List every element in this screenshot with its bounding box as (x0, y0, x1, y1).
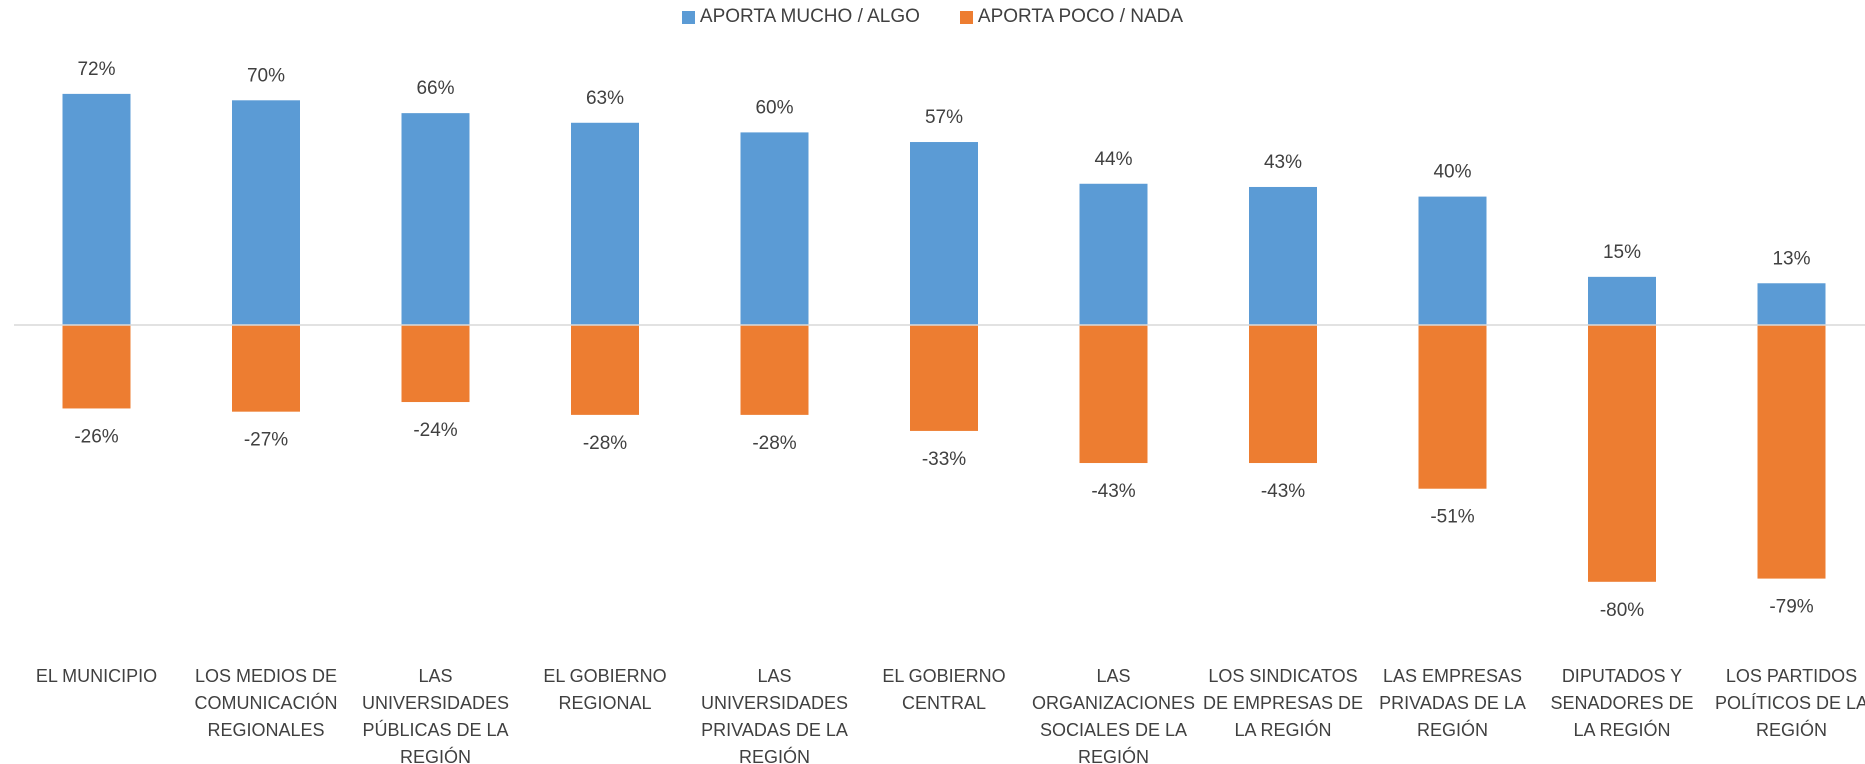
x-tick-label: LAS EMPRESAS PRIVADAS DE LA REGIÓN (1379, 666, 1526, 740)
bar (910, 325, 978, 431)
data-label: -28% (583, 433, 627, 454)
bar (62, 325, 131, 409)
data-label: 72% (77, 59, 115, 80)
data-label: 63% (586, 88, 624, 109)
bar (1418, 325, 1487, 489)
x-tick-label: LAS UNIVERSIDADES PÚBLICAS DE LA REGIÓN (361, 666, 510, 764)
bar (1418, 196, 1487, 325)
bar (1079, 325, 1148, 464)
bar (740, 132, 809, 325)
legend-item: APORTA MUCHO / ALGO (681, 6, 920, 28)
legend-swatch (959, 10, 973, 24)
legend: APORTA MUCHO / ALGO APORTA POCO / NADA (0, 6, 1865, 28)
legend-item: APORTA POCO / NADA (959, 6, 1184, 28)
data-label: 60% (755, 97, 793, 118)
legend-label: APORTA POCO / NADA (977, 6, 1184, 27)
data-label: -51% (1430, 507, 1474, 528)
data-label: -26% (74, 426, 118, 447)
x-tick-label: EL GOBIERNO REGIONAL (543, 666, 667, 713)
bar (1588, 276, 1656, 325)
bar (571, 122, 639, 326)
data-label: -43% (1091, 481, 1135, 502)
data-label: 43% (1264, 152, 1302, 173)
data-label: -28% (752, 433, 796, 454)
bar (401, 113, 470, 325)
x-tick-label: LOS SINDICATOS DE EMPRESAS DE LA REGIÓN (1202, 666, 1364, 740)
bar (1588, 325, 1656, 582)
bar (1757, 283, 1826, 325)
x-tick-label: EL MUNICIPIO (35, 666, 158, 686)
bar (62, 93, 131, 325)
bar (1079, 183, 1148, 325)
x-tick-label: LAS UNIVERSIDADES PRIVADAS DE LA REGIÓN (700, 666, 849, 764)
data-label: 66% (416, 78, 454, 99)
x-tick-label: DIPUTADOS Y SENADORES DE LA REGIÓN (1550, 666, 1694, 740)
data-label: 44% (1094, 149, 1132, 170)
x-tick-label: LAS ORGANIZACIONES SOCIALES DE LA REGIÓN (1031, 666, 1196, 764)
data-label: -79% (1769, 597, 1813, 618)
bar (232, 100, 300, 325)
data-label: 13% (1772, 248, 1810, 269)
bar (1757, 325, 1826, 579)
data-label: -24% (413, 420, 457, 441)
data-label: 40% (1433, 162, 1471, 183)
bar (571, 325, 639, 415)
legend-label: APORTA MUCHO / ALGO (699, 6, 920, 27)
data-label: -27% (244, 430, 288, 451)
data-label: 15% (1603, 242, 1641, 263)
data-label: 70% (247, 65, 285, 86)
x-tick-label: LOS MEDIOS DE COMUNICACIÓN REGIONALES (194, 666, 338, 740)
bar (910, 142, 978, 325)
legend-swatch (681, 10, 695, 24)
x-tick-label: LOS PARTIDOS POLÍTICOS DE LA REGIÓN (1714, 666, 1865, 740)
bar (401, 325, 470, 403)
bar (1249, 186, 1317, 325)
data-label: -43% (1261, 481, 1305, 502)
data-label: -80% (1600, 600, 1644, 621)
data-label: 57% (925, 107, 963, 128)
bar (1249, 325, 1317, 464)
bar (232, 325, 300, 412)
data-label: -33% (922, 449, 966, 470)
bar (740, 325, 809, 415)
x-tick-label: EL GOBIERNO CENTRAL (882, 666, 1006, 713)
